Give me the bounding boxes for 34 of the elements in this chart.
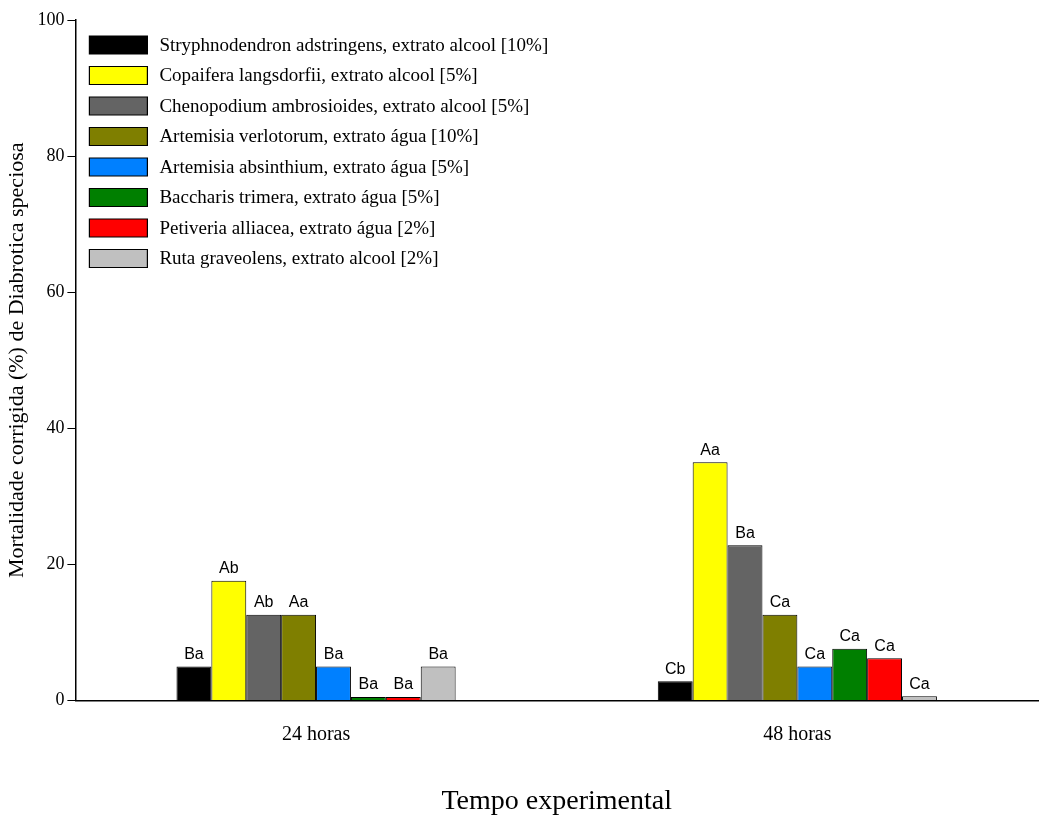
y-axis-title: Mortalidade corrigida (%) de Diabrotica speciosa [2, 142, 28, 578]
y-tick-label: 20 [46, 553, 65, 574]
y-tick-label: 100 [37, 8, 65, 29]
data-label: Ba [393, 675, 414, 693]
legend-label: Artemisia verlotorum, extrato água [10%] [159, 125, 479, 147]
legend-label: Ruta graveolens, extrato alcool [2%] [159, 247, 439, 269]
data-label: Ca [909, 674, 930, 692]
legend-label: Chenopodium ambrosioides, extrato alcool [5%] [159, 94, 530, 116]
data-label: Cb [664, 659, 686, 677]
data-label: Aa [288, 593, 309, 611]
x-tick-label: 48 horas [763, 721, 832, 744]
data-label: Ba [323, 644, 344, 662]
data-label: Ab [219, 559, 239, 577]
legend-label: Petiveria alliacea, extrato água [2%] [159, 216, 436, 238]
y-tick-label: 60 [46, 280, 65, 301]
legend-label: Stryphnodendron adstringens, extrato alcool [10%] [159, 33, 549, 55]
data-label: Ca [804, 644, 826, 662]
data-label: Aa [700, 440, 720, 458]
data-label: Ba [735, 523, 755, 541]
data-label: Ca [839, 627, 861, 645]
y-tick-label: 80 [46, 144, 65, 165]
x-axis-title: Tempo experimental [441, 783, 673, 815]
legend-label: Baccharis trimera, extrato água [5%] [159, 186, 440, 208]
data-label: Ba [358, 675, 379, 693]
legend-label: Artemisia absinthium, extrato água [5%] [159, 155, 470, 177]
data-label: Ba [428, 644, 449, 662]
data-label: Ab [253, 593, 274, 611]
data-label: Ba [184, 644, 204, 662]
x-tick-label: 24 horas [281, 721, 351, 744]
data-label: Ca [874, 636, 895, 654]
data-label: Ca [769, 593, 791, 611]
legend-label: Copaifera langsdorfii, extrato alcool [5%] [159, 64, 478, 86]
y-tick-label: 40 [46, 416, 65, 437]
y-tick-label: 0 [55, 689, 65, 710]
